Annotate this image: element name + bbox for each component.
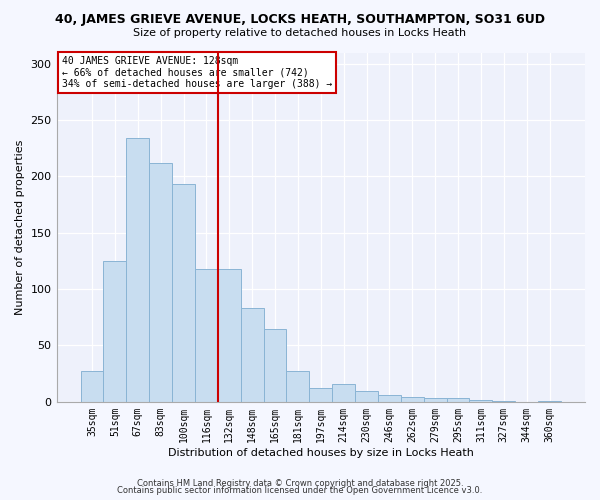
Bar: [286, 372, 310, 402]
Bar: [195, 269, 218, 402]
Bar: [469, 400, 493, 402]
Bar: [263, 328, 286, 402]
Text: 40 JAMES GRIEVE AVENUE: 128sqm
← 66% of detached houses are smaller (742)
34% of: 40 JAMES GRIEVE AVENUE: 128sqm ← 66% of …: [62, 56, 332, 89]
Bar: [241, 308, 263, 402]
Bar: [332, 384, 355, 402]
Text: Contains public sector information licensed under the Open Government Licence v3: Contains public sector information licen…: [118, 486, 482, 495]
Bar: [80, 372, 103, 402]
Bar: [172, 184, 195, 402]
Bar: [127, 138, 149, 402]
X-axis label: Distribution of detached houses by size in Locks Heath: Distribution of detached houses by size …: [168, 448, 474, 458]
Bar: [401, 398, 424, 402]
Bar: [538, 400, 561, 402]
Y-axis label: Number of detached properties: Number of detached properties: [15, 140, 25, 315]
Bar: [446, 398, 469, 402]
Bar: [378, 395, 401, 402]
Bar: [149, 163, 172, 402]
Bar: [355, 390, 378, 402]
Bar: [218, 269, 241, 402]
Bar: [493, 400, 515, 402]
Text: Contains HM Land Registry data © Crown copyright and database right 2025.: Contains HM Land Registry data © Crown c…: [137, 478, 463, 488]
Text: Size of property relative to detached houses in Locks Heath: Size of property relative to detached ho…: [133, 28, 467, 38]
Bar: [310, 388, 332, 402]
Bar: [103, 261, 127, 402]
Text: 40, JAMES GRIEVE AVENUE, LOCKS HEATH, SOUTHAMPTON, SO31 6UD: 40, JAMES GRIEVE AVENUE, LOCKS HEATH, SO…: [55, 12, 545, 26]
Bar: [424, 398, 446, 402]
